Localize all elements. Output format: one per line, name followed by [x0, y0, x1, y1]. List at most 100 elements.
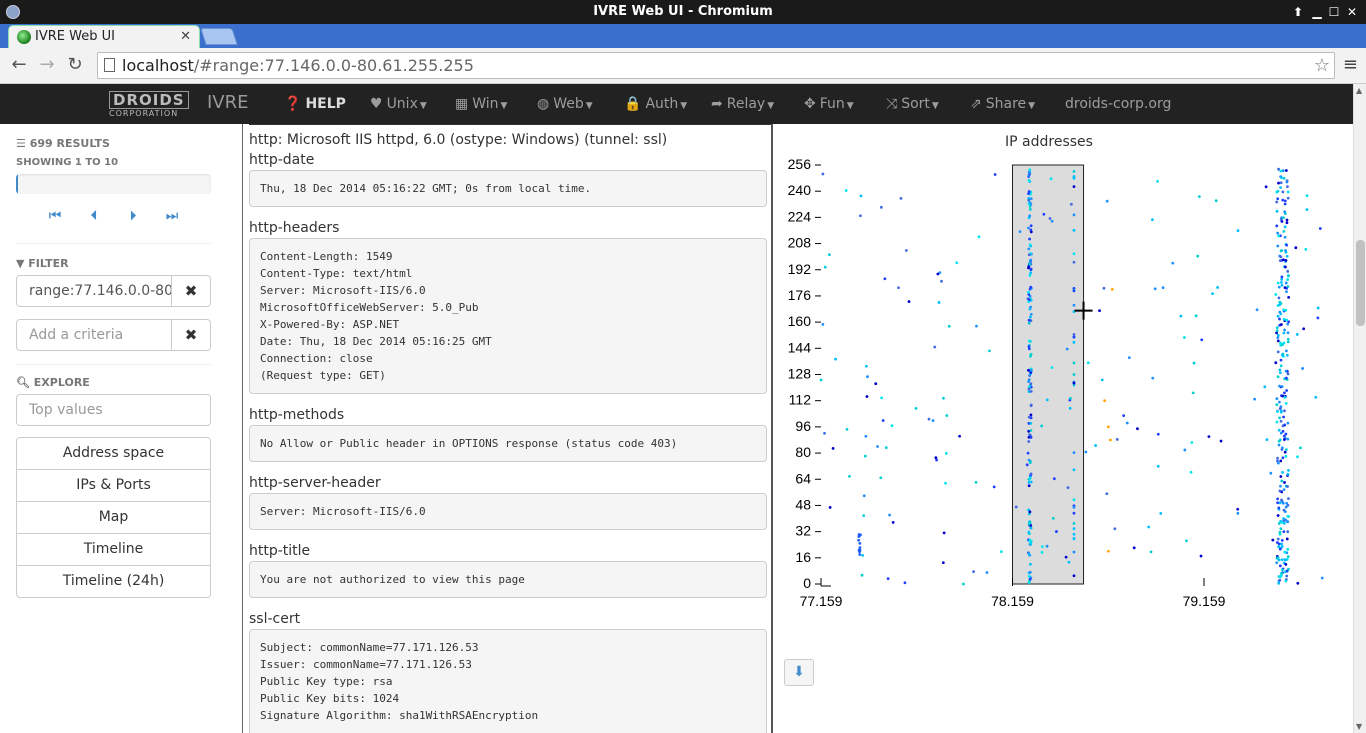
data-point	[1027, 429, 1031, 433]
nav-auth[interactable]: 🔒 Auth ▼	[624, 84, 687, 124]
nav-relay[interactable]: ➦ Relay ▼	[711, 84, 774, 124]
add-criteria-input[interactable]: Add a criteria	[16, 319, 172, 351]
data-point	[858, 546, 862, 550]
brush-selection[interactable]	[1012, 164, 1085, 585]
tab-close-icon[interactable]: ✕	[180, 29, 191, 44]
page-scrollbar[interactable]: ▲ ▼	[1353, 84, 1366, 733]
timeline-button[interactable]: Timeline	[16, 533, 211, 566]
data-point	[1284, 401, 1288, 405]
browser-menu-icon[interactable]: ≡	[1342, 54, 1358, 75]
data-point	[1042, 212, 1046, 216]
timeline-24h-button[interactable]: Timeline (24h)	[16, 565, 211, 598]
window-minimize-icon[interactable]: ▁	[1312, 5, 1322, 19]
data-point	[1281, 394, 1285, 398]
clear-filter-button[interactable]: ✖	[171, 275, 211, 307]
data-point	[863, 454, 867, 458]
y-tick-label: 192	[788, 261, 812, 277]
nav-win[interactable]: ▦ Win ▼	[455, 84, 507, 124]
data-point	[1279, 255, 1283, 259]
data-point	[1072, 574, 1076, 578]
nav-unix-label: Unix	[386, 96, 418, 112]
nav-sort[interactable]: ⤨ Sort ▼	[886, 84, 939, 124]
data-point	[1050, 366, 1054, 369]
clear-criteria-button[interactable]: ✖	[171, 319, 211, 351]
reload-icon[interactable]: ↻	[67, 54, 83, 75]
nav-share[interactable]: ⇗ Share ▼	[970, 84, 1035, 124]
data-point	[907, 300, 911, 303]
data-point	[1283, 558, 1287, 562]
ip-scatter-chart[interactable]: 0 16 32 48 64 80 96 112 128 144 160 176 192 208 224 240…	[775, 154, 1335, 654]
browser-tab[interactable]: IVRE Web UI ✕	[8, 25, 200, 48]
data-point	[1286, 185, 1289, 189]
scroll-thumb[interactable]	[1356, 240, 1365, 326]
filter-input[interactable]: range:77.146.0.0-80.	[16, 275, 172, 307]
data-point	[1285, 318, 1288, 322]
data-point	[1027, 345, 1031, 349]
data-point	[1069, 202, 1073, 206]
next-page-icon[interactable]: ⏵	[129, 208, 137, 224]
caret-down-icon: ▼	[767, 101, 775, 111]
data-point	[1276, 514, 1280, 517]
script-output: No Allow or Public header in OPTIONS res…	[249, 425, 767, 462]
script-name: http-methods	[249, 407, 345, 423]
data-point	[1185, 539, 1188, 543]
top-values-input[interactable]: Top values	[16, 394, 211, 426]
data-point	[1284, 369, 1288, 373]
data-point	[1282, 438, 1286, 441]
data-point	[1179, 314, 1183, 318]
data-point	[827, 253, 831, 256]
nav-unix[interactable]: ♥ Unix ▼	[370, 84, 427, 124]
data-point	[1287, 320, 1291, 324]
nav-web-label: Web	[553, 96, 584, 112]
last-page-icon[interactable]: ⏭	[165, 208, 179, 224]
data-point	[1280, 568, 1284, 572]
nav-site-link[interactable]: droids-corp.org	[1065, 84, 1171, 124]
data-point	[1284, 349, 1288, 353]
window-close-icon[interactable]: ✕	[1346, 5, 1358, 19]
window-up-icon[interactable]: ⬆	[1292, 5, 1304, 19]
data-point	[1278, 501, 1282, 505]
data-point	[1028, 510, 1032, 514]
data-point	[1279, 364, 1283, 368]
data-point	[1028, 476, 1032, 480]
address-bar[interactable]: localhost/#range:77.146.0.0-80.61.255.25…	[97, 52, 1335, 79]
data-point	[1072, 340, 1076, 344]
download-button[interactable]: ⬇	[784, 659, 814, 686]
data-point	[1278, 317, 1281, 321]
scroll-up-icon[interactable]: ▲	[1356, 86, 1363, 95]
nav-web[interactable]: ◍ Web ▼	[537, 84, 593, 124]
map-button[interactable]: Map	[16, 501, 211, 534]
data-point	[1072, 185, 1076, 189]
data-point	[1236, 507, 1240, 511]
nav-help[interactable]: ❓ HELP	[284, 84, 346, 124]
address-space-button[interactable]: Address space	[16, 437, 211, 470]
data-point	[1045, 398, 1049, 402]
nav-fun[interactable]: ✥ Fun ▼	[804, 84, 854, 124]
data-point	[1069, 396, 1072, 400]
data-point	[1156, 180, 1159, 183]
new-tab-button[interactable]	[200, 28, 238, 45]
data-point	[1276, 375, 1280, 379]
data-point	[1027, 298, 1031, 302]
data-point	[857, 534, 861, 538]
previous-page-icon[interactable]: ⏴	[90, 208, 98, 224]
y-tick-label: 96	[795, 418, 811, 434]
back-arrow-icon[interactable]: ←	[11, 54, 27, 75]
data-point	[1072, 511, 1076, 515]
bookmark-star-icon[interactable]: ☆	[1313, 55, 1330, 76]
data-point	[1299, 446, 1302, 450]
forward-arrow-icon[interactable]: →	[39, 54, 55, 75]
results-count: ☰ 699 RESULTS	[16, 137, 110, 150]
data-point	[1200, 338, 1204, 342]
app-name[interactable]: IVRE	[207, 92, 249, 113]
data-point	[1284, 250, 1288, 254]
ips-ports-button[interactable]: IPs & Ports	[16, 469, 211, 502]
window-maximize-icon[interactable]: ☐	[1328, 5, 1340, 19]
droids-logo[interactable]: DROIDS CORPORATION	[109, 90, 189, 118]
data-point	[1197, 195, 1201, 199]
first-page-icon[interactable]: ⏮	[48, 208, 62, 224]
scroll-down-icon[interactable]: ▼	[1356, 722, 1363, 731]
data-point	[1275, 403, 1279, 407]
data-point	[1136, 427, 1139, 431]
data-point	[865, 395, 869, 398]
